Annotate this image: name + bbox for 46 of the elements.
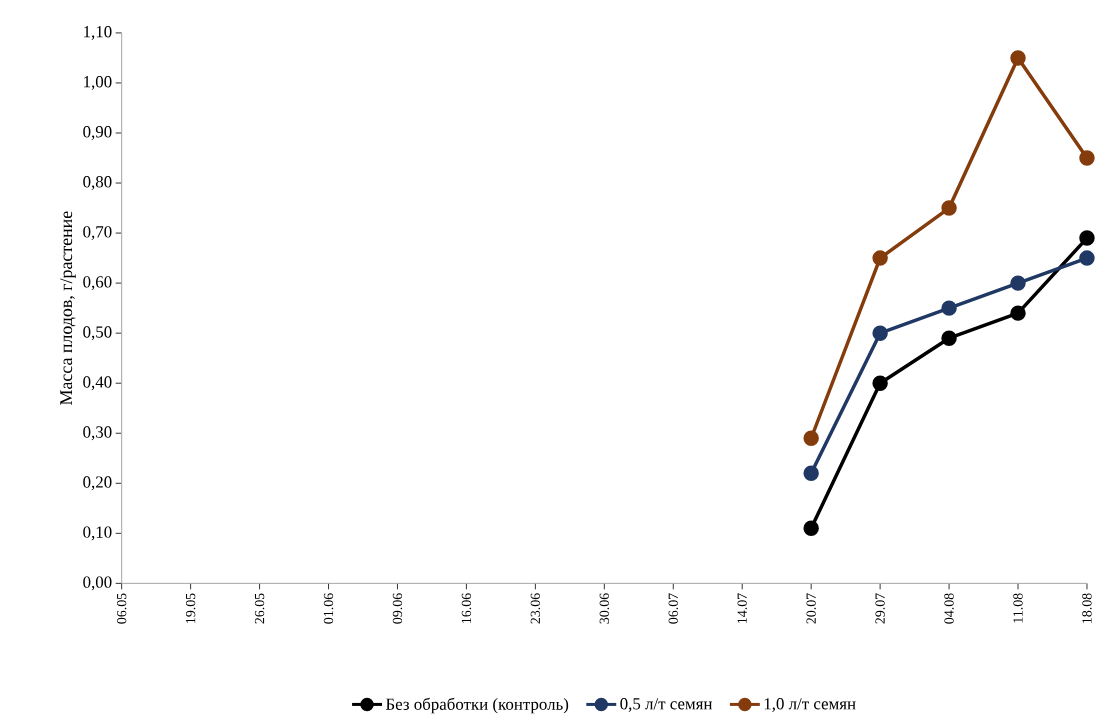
- y-tick-label: 0,40: [83, 376, 112, 391]
- x-tick-label: 14.07: [737, 593, 747, 623]
- x-tick-label: 20.07: [806, 593, 816, 624]
- y-tick-label: 0,10: [83, 526, 112, 541]
- y-tick-label: 0,80: [83, 176, 112, 190]
- point: [872, 375, 888, 391]
- y-tick-label: 0,00: [83, 576, 112, 591]
- point: [941, 300, 957, 316]
- y-tick-label: 1,10: [84, 25, 112, 40]
- x-tick-label: 06.05: [116, 593, 127, 624]
- y-tick-label: 0,30: [83, 426, 112, 441]
- point: [1079, 230, 1095, 246]
- y-tick-label: 0,90: [83, 125, 112, 140]
- x-tick-label: 30.06: [599, 593, 610, 624]
- x-tick-label: 16.06: [461, 593, 472, 623]
- x-tick-label: 11.08: [1013, 593, 1023, 623]
- point: [1010, 275, 1026, 291]
- y-tick-label: 1,00: [84, 75, 112, 90]
- y-tick-label: 0,70: [83, 226, 112, 240]
- y-tick-label: 0,20: [83, 476, 112, 491]
- x-tick-label: 23.06: [530, 593, 541, 624]
- x-tick-label: 19.05: [185, 593, 196, 623]
- point: [1010, 305, 1026, 321]
- point: [803, 520, 819, 536]
- legend-label: 0,5 л/т семян: [620, 697, 713, 712]
- y-axis-title: Масса плодов, г/растение: [60, 211, 76, 405]
- x-tick-label: 01.06: [323, 593, 334, 624]
- point: [1010, 50, 1026, 66]
- x-tick-label: 09.06: [392, 593, 403, 624]
- x-tick-label: 29.07: [875, 593, 885, 624]
- x-tick-label: 18.08: [1082, 593, 1092, 623]
- point: [941, 200, 957, 216]
- x-tick-label: 06.07: [668, 593, 678, 624]
- y-tick-label: 0,60: [83, 276, 112, 290]
- y-tick-label: 0,50: [83, 326, 112, 340]
- point: [1079, 250, 1095, 266]
- x-tick-label: 04.08: [944, 593, 954, 624]
- legend-label: 1,0 л/т семян: [764, 697, 856, 712]
- point: [872, 250, 888, 266]
- x-tick-label: 26.05: [254, 593, 265, 624]
- point: [941, 330, 957, 346]
- point: [872, 325, 888, 341]
- point: [803, 430, 819, 446]
- legend-label: Без обработки (контроль): [385, 697, 569, 714]
- point: [803, 465, 819, 481]
- point: [1079, 150, 1095, 166]
